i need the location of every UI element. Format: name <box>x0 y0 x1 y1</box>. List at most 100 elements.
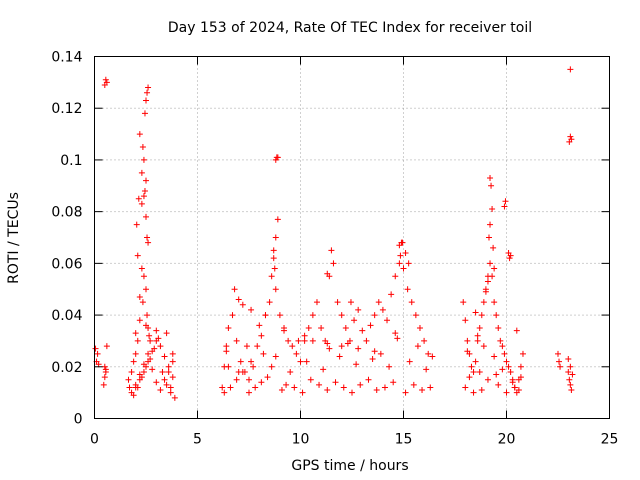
data-point <box>365 376 372 383</box>
data-point <box>371 312 378 319</box>
data-point <box>466 374 473 381</box>
data-point <box>132 330 139 337</box>
data-point <box>566 376 573 383</box>
data-point <box>484 278 491 285</box>
data-point <box>371 348 378 355</box>
data-point <box>502 198 509 205</box>
data-point <box>301 337 308 344</box>
data-point <box>140 193 147 200</box>
data-point <box>139 299 146 306</box>
data-point <box>144 89 151 96</box>
x-tick-label: 5 <box>193 432 202 448</box>
y-tick-label: 0.02 <box>51 360 82 376</box>
data-point <box>161 376 168 383</box>
data-point <box>474 337 481 344</box>
data-point <box>287 368 294 375</box>
data-point <box>250 363 257 370</box>
data-point <box>379 306 386 313</box>
data-point <box>567 381 574 388</box>
data-point <box>153 327 160 334</box>
data-point <box>285 337 292 344</box>
data-point <box>511 384 518 391</box>
data-point <box>149 366 156 373</box>
data-point <box>408 299 415 306</box>
data-point <box>169 350 176 357</box>
data-point <box>396 242 403 249</box>
data-point <box>487 175 494 182</box>
y-tick-label: 0.06 <box>51 256 82 272</box>
data-point <box>141 187 148 194</box>
data-point <box>400 265 407 272</box>
data-point <box>353 361 360 368</box>
data-point <box>272 286 279 293</box>
data-point <box>281 327 288 334</box>
data-point <box>138 265 145 272</box>
data-point <box>330 260 337 267</box>
data-point <box>305 325 312 331</box>
data-point <box>507 252 514 259</box>
data-point <box>324 387 331 394</box>
data-point <box>309 312 316 319</box>
data-point <box>225 325 232 331</box>
data-point <box>103 79 110 86</box>
data-point <box>92 345 99 352</box>
data-point <box>517 363 524 370</box>
y-tick-label: 0.04 <box>51 308 82 324</box>
data-point <box>328 247 335 254</box>
data-point <box>489 273 496 280</box>
data-point <box>336 353 343 360</box>
data-point <box>332 379 339 386</box>
data-point <box>229 312 236 319</box>
data-point <box>423 366 430 373</box>
data-point <box>381 384 388 391</box>
data-point <box>278 387 285 394</box>
data-point <box>134 337 141 344</box>
data-point <box>410 381 417 388</box>
data-point <box>388 291 395 298</box>
data-point <box>140 156 147 163</box>
data-point <box>421 337 428 344</box>
data-point <box>101 374 108 381</box>
data-point <box>235 296 242 303</box>
data-point <box>375 299 382 306</box>
data-point <box>138 374 145 381</box>
x-tick-labels: 0 5 10 15 20 25 <box>90 432 618 448</box>
data-point <box>318 325 325 331</box>
data-point <box>464 348 471 355</box>
data-point <box>143 286 149 293</box>
data-point <box>270 247 277 254</box>
data-point <box>155 335 162 342</box>
y-axis-label: ROTI / TECUs <box>6 192 22 284</box>
data-point <box>309 337 316 344</box>
data-point <box>169 358 176 365</box>
data-point <box>480 343 487 350</box>
data-point <box>143 213 149 220</box>
y-tick-label: 0 <box>74 412 83 428</box>
data-point <box>495 381 502 388</box>
x-tick-label: 10 <box>292 432 310 448</box>
data-point <box>271 265 278 272</box>
data-point <box>101 363 108 370</box>
data-point <box>102 368 109 375</box>
data-point <box>159 368 166 375</box>
data-point <box>470 389 477 396</box>
data-point <box>274 154 281 161</box>
data-point <box>276 312 283 319</box>
data-point <box>260 350 267 357</box>
data-point <box>132 350 139 357</box>
data-point <box>143 363 149 370</box>
data-point <box>396 260 403 267</box>
data-point <box>316 381 323 388</box>
data-point <box>223 343 230 350</box>
data-point <box>134 252 141 259</box>
data-point <box>243 343 250 350</box>
data-point <box>342 325 349 331</box>
data-point <box>464 337 471 344</box>
data-point <box>147 356 154 363</box>
data-point <box>412 312 419 319</box>
data-point <box>344 340 351 347</box>
data-point <box>359 327 366 334</box>
data-point <box>394 335 401 342</box>
data-point <box>138 169 145 176</box>
data-point <box>283 381 290 388</box>
